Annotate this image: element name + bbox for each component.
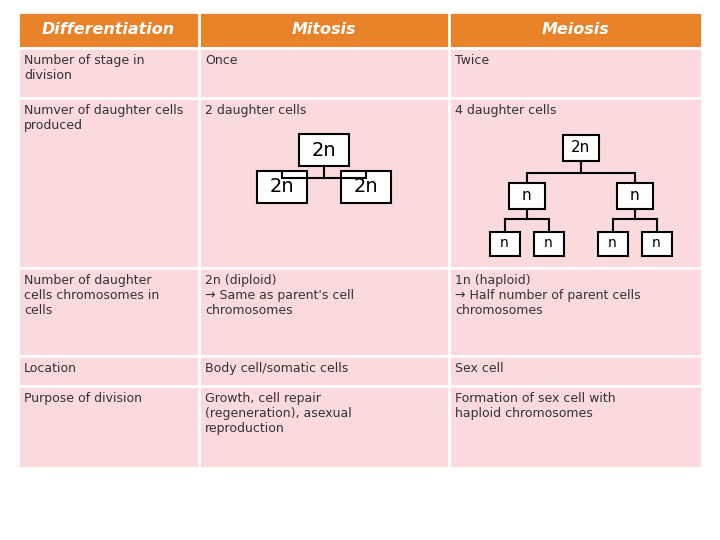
Text: Twice: Twice: [455, 54, 489, 67]
Text: 2n: 2n: [354, 178, 379, 197]
Text: 4 daughter cells: 4 daughter cells: [455, 104, 557, 117]
Text: Formation of sex cell with
haploid chromosomes: Formation of sex cell with haploid chrom…: [455, 392, 616, 420]
Text: Mitosis: Mitosis: [292, 23, 356, 37]
Text: Sex cell: Sex cell: [455, 362, 503, 375]
Bar: [534, 232, 564, 256]
Bar: [449, 268, 702, 356]
Text: 2n: 2n: [312, 140, 336, 159]
Text: Purpose of division: Purpose of division: [24, 392, 142, 405]
Text: 1n (haploid)
→ Half number of parent cells
chromosomes: 1n (haploid) → Half number of parent cel…: [455, 274, 641, 317]
Bar: [642, 232, 672, 256]
Text: Growth, cell repair
(regeneration), asexual
reproduction: Growth, cell repair (regeneration), asex…: [205, 392, 352, 435]
Bar: [449, 356, 702, 386]
Bar: [562, 135, 598, 161]
Bar: [199, 98, 449, 268]
Bar: [598, 232, 628, 256]
Bar: [508, 183, 544, 209]
Bar: [341, 171, 391, 203]
Bar: [199, 48, 449, 98]
Text: 2n: 2n: [571, 140, 590, 156]
Text: Body cell/somatic cells: Body cell/somatic cells: [205, 362, 348, 375]
Text: n: n: [500, 236, 509, 250]
Text: Meiosis: Meiosis: [541, 23, 609, 37]
Bar: [449, 386, 702, 468]
Bar: [18, 48, 199, 98]
Text: n: n: [630, 188, 639, 204]
Text: 2 daughter cells: 2 daughter cells: [205, 104, 307, 117]
Text: 2n (diploid)
→ Same as parent's cell
chromosomes: 2n (diploid) → Same as parent's cell chr…: [205, 274, 354, 317]
Bar: [199, 12, 449, 48]
Bar: [18, 268, 199, 356]
Text: n: n: [544, 236, 553, 250]
Text: Differentiation: Differentiation: [42, 23, 175, 37]
Text: Once: Once: [205, 54, 238, 67]
Text: n: n: [522, 188, 531, 204]
Text: n: n: [652, 236, 661, 250]
Bar: [18, 98, 199, 268]
Bar: [449, 98, 702, 268]
Bar: [18, 386, 199, 468]
Text: Number of daughter
cells chromosomes in
cells: Number of daughter cells chromosomes in …: [24, 274, 159, 317]
Bar: [199, 268, 449, 356]
Text: Number of stage in
division: Number of stage in division: [24, 54, 145, 82]
Bar: [449, 12, 702, 48]
Bar: [18, 356, 199, 386]
Bar: [257, 171, 307, 203]
Bar: [199, 356, 449, 386]
Bar: [199, 386, 449, 468]
Bar: [449, 48, 702, 98]
Bar: [490, 232, 520, 256]
Text: n: n: [608, 236, 617, 250]
Text: Numver of daughter cells
produced: Numver of daughter cells produced: [24, 104, 184, 132]
Bar: [18, 12, 199, 48]
Text: 2n: 2n: [270, 178, 294, 197]
Bar: [616, 183, 652, 209]
Bar: [299, 134, 349, 166]
Text: Location: Location: [24, 362, 77, 375]
